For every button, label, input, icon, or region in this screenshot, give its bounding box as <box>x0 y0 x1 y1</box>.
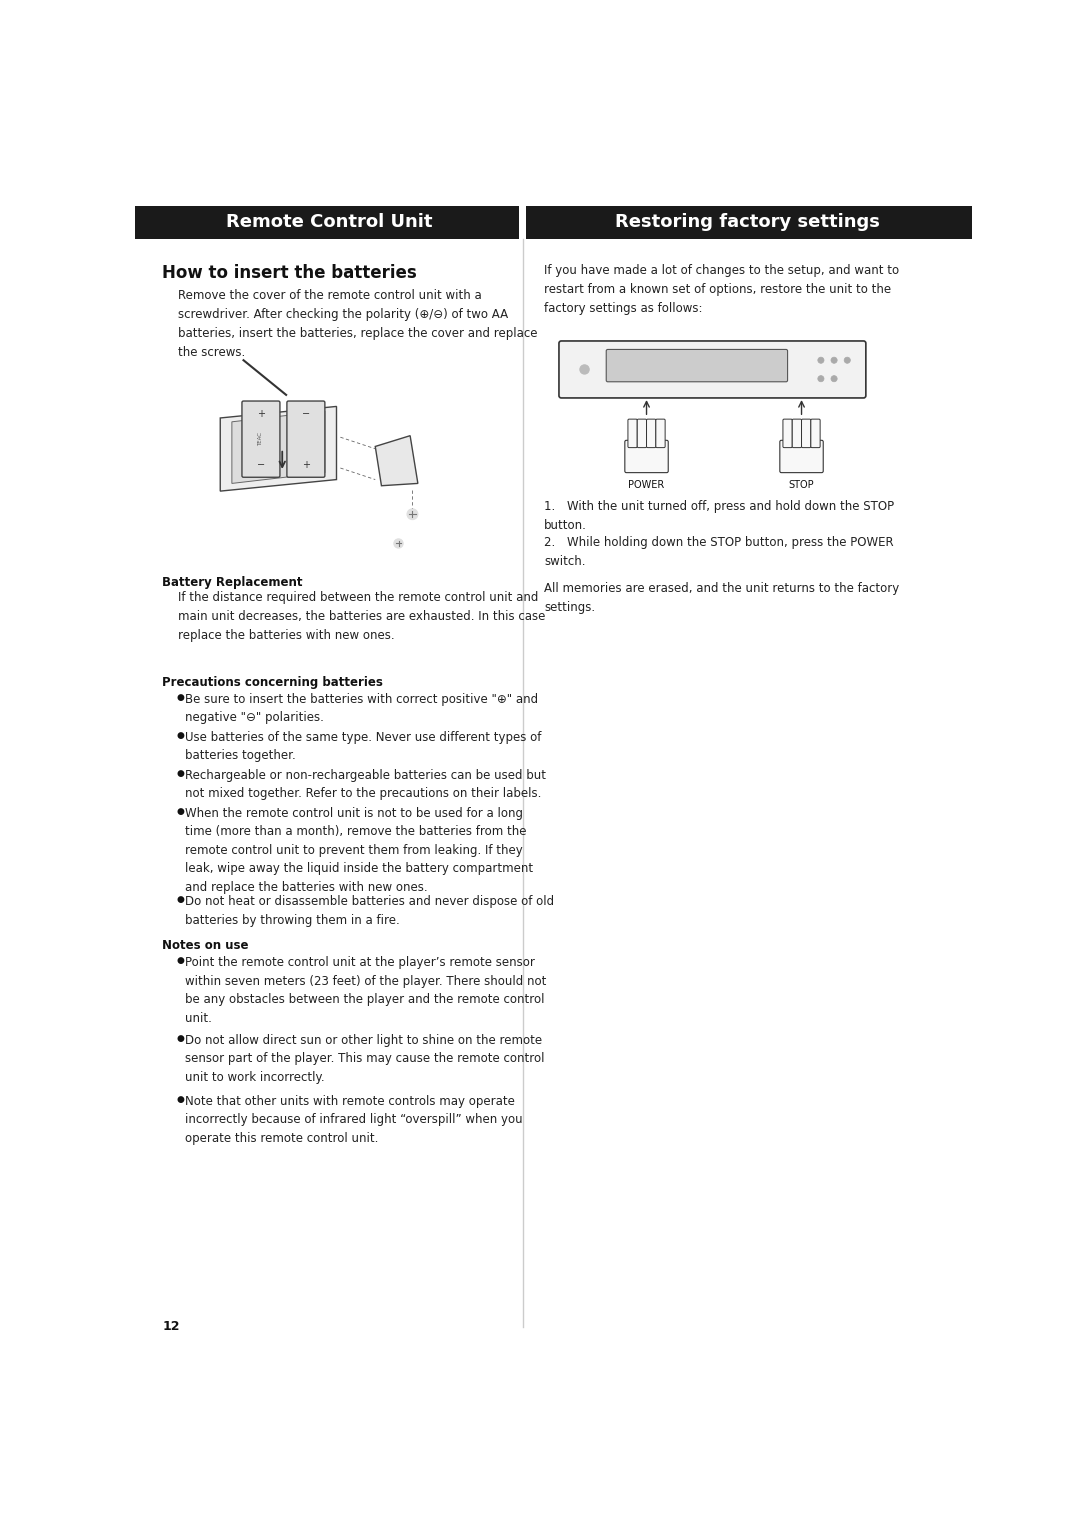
Text: 1. With the unit turned off, press and hold down the STOP
button.: 1. With the unit turned off, press and h… <box>544 501 894 533</box>
Text: Note that other units with remote controls may operate
incorrectly because of in: Note that other units with remote contro… <box>186 1094 523 1144</box>
FancyBboxPatch shape <box>559 340 866 398</box>
FancyBboxPatch shape <box>811 420 820 447</box>
Text: ●: ● <box>176 731 184 740</box>
Text: STOP: STOP <box>788 481 814 490</box>
Polygon shape <box>375 436 418 485</box>
Text: All memories are erased, and the unit returns to the factory
settings.: All memories are erased, and the unit re… <box>544 581 900 613</box>
Bar <box>526 206 972 238</box>
FancyBboxPatch shape <box>793 420 801 447</box>
Text: Battery Replacement: Battery Replacement <box>162 575 302 589</box>
Text: Remove the cover of the remote control unit with a
screwdriver. After checking t: Remove the cover of the remote control u… <box>177 290 537 360</box>
Circle shape <box>407 508 418 520</box>
Text: ●: ● <box>176 1035 184 1042</box>
Text: +: + <box>302 459 310 470</box>
Text: Point the remote control unit at the player’s remote sensor
within seven meters : Point the remote control unit at the pla… <box>186 957 546 1025</box>
Text: Notes on use: Notes on use <box>162 940 248 952</box>
Text: Precautions concerning batteries: Precautions concerning batteries <box>162 676 383 688</box>
Text: ●: ● <box>176 896 184 903</box>
Circle shape <box>845 357 850 363</box>
Text: 2. While holding down the STOP button, press the POWER
switch.: 2. While holding down the STOP button, p… <box>544 536 894 568</box>
FancyBboxPatch shape <box>627 420 637 447</box>
Text: +: + <box>257 409 265 418</box>
Text: −: − <box>257 459 265 470</box>
Text: ●: ● <box>176 769 184 778</box>
Polygon shape <box>232 410 325 484</box>
Text: ●: ● <box>176 957 184 966</box>
Circle shape <box>831 357 837 363</box>
FancyBboxPatch shape <box>647 420 656 447</box>
FancyBboxPatch shape <box>780 441 823 473</box>
Text: Use batteries of the same type. Never use different types of
batteries together.: Use batteries of the same type. Never us… <box>186 731 542 763</box>
FancyBboxPatch shape <box>242 401 280 478</box>
Text: Rechargeable or non-rechargeable batteries can be used but
not mixed together. R: Rechargeable or non-rechargeable batteri… <box>186 769 546 801</box>
Text: Do not allow direct sun or other light to shine on the remote
sensor part of the: Do not allow direct sun or other light t… <box>186 1035 545 1083</box>
FancyBboxPatch shape <box>625 441 669 473</box>
Text: −: − <box>301 409 310 418</box>
Text: When the remote control unit is not to be used for a long
time (more than a mont: When the remote control unit is not to b… <box>186 807 534 894</box>
FancyBboxPatch shape <box>801 420 811 447</box>
Text: 12: 12 <box>162 1320 179 1332</box>
Text: Be sure to insert the batteries with correct positive "⊕" and
negative "⊖" polar: Be sure to insert the batteries with cor… <box>186 693 539 725</box>
FancyBboxPatch shape <box>287 401 325 478</box>
FancyBboxPatch shape <box>783 420 793 447</box>
Text: ●: ● <box>176 693 184 702</box>
Text: If you have made a lot of changes to the setup, and want to
restart from a known: If you have made a lot of changes to the… <box>544 264 900 314</box>
Text: TEAC: TEAC <box>258 432 264 446</box>
Circle shape <box>394 539 403 548</box>
Circle shape <box>831 375 837 382</box>
Polygon shape <box>220 406 337 491</box>
Text: Restoring factory settings: Restoring factory settings <box>615 214 880 232</box>
Bar <box>135 206 519 238</box>
Text: ●: ● <box>176 1094 184 1103</box>
Text: Do not heat or disassemble batteries and never dispose of old
batteries by throw: Do not heat or disassemble batteries and… <box>186 896 554 926</box>
Circle shape <box>818 375 824 382</box>
Text: POWER: POWER <box>629 481 664 490</box>
Text: How to insert the batteries: How to insert the batteries <box>162 264 417 282</box>
FancyBboxPatch shape <box>606 349 787 382</box>
Text: If the distance required between the remote control unit and
main unit decreases: If the distance required between the rem… <box>177 591 545 642</box>
Circle shape <box>580 365 590 374</box>
FancyBboxPatch shape <box>637 420 647 447</box>
Text: Remote Control Unit: Remote Control Unit <box>226 214 432 232</box>
Text: ●: ● <box>176 807 184 816</box>
Circle shape <box>818 357 824 363</box>
FancyBboxPatch shape <box>656 420 665 447</box>
